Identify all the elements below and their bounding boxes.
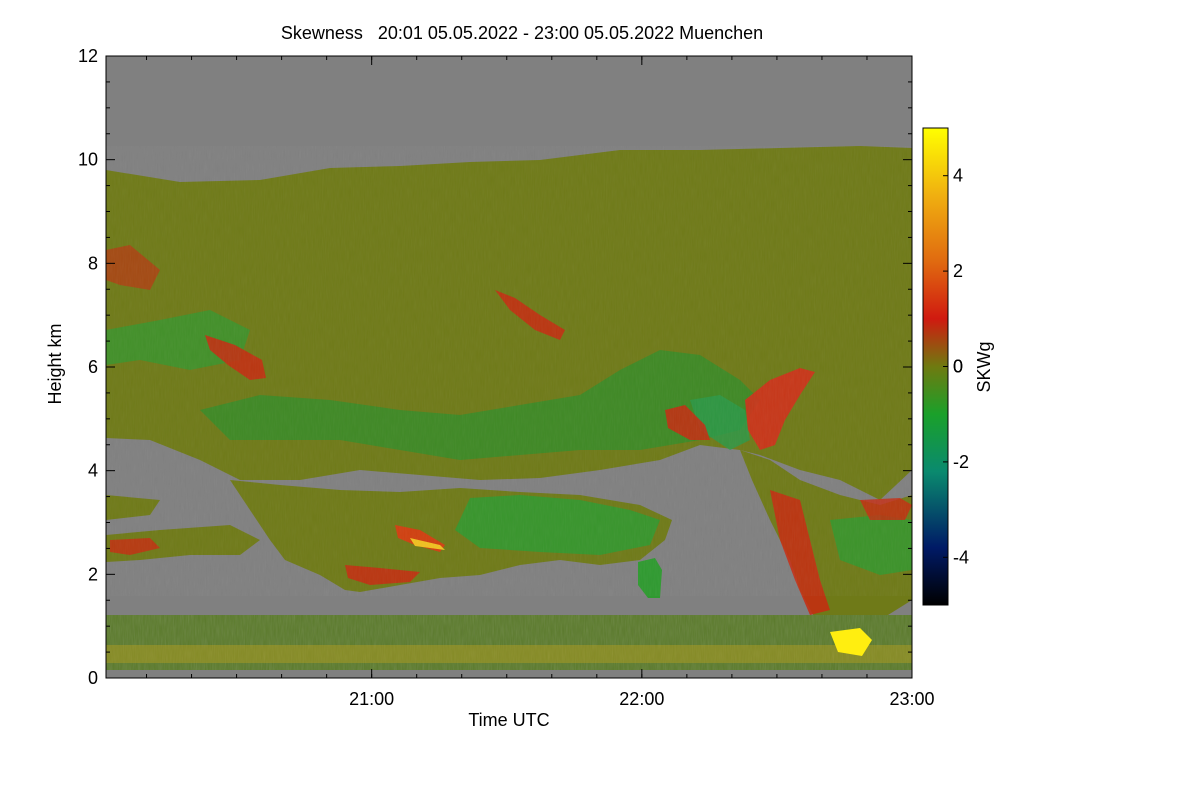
colorbar-tick-label: -4 xyxy=(953,547,969,567)
y-tick-label: 0 xyxy=(88,668,98,688)
boundary-layer-noise xyxy=(106,645,912,663)
colorbar xyxy=(922,127,949,606)
colorbar-tick-label: 0 xyxy=(953,357,963,377)
x-tick-label: 21:00 xyxy=(349,689,394,709)
y-tick-label: 4 xyxy=(88,461,98,481)
y-tick-label: 6 xyxy=(88,357,98,377)
chart-title: Skewness 20:01 05.05.2022 - 23:00 05.05.… xyxy=(281,23,763,43)
colorbar-tick-label: 2 xyxy=(953,261,963,281)
texture-overlay xyxy=(106,146,912,596)
y-tick-label: 8 xyxy=(88,253,98,273)
y-axis: 0 2 4 6 8 10 12 xyxy=(78,46,912,688)
y-tick-label: 12 xyxy=(78,46,98,66)
x-tick-label: 22:00 xyxy=(619,689,664,709)
colorbar-tick-label: -2 xyxy=(953,452,969,472)
x-axis-label: Time UTC xyxy=(468,710,549,730)
colorbar-tick-label: 4 xyxy=(953,166,963,186)
x-tick-label: 23:00 xyxy=(889,689,934,709)
boundary-layer-noise xyxy=(106,615,912,670)
y-axis-label: Height km xyxy=(45,323,65,404)
y-tick-label: 10 xyxy=(78,150,98,170)
heatmap-field xyxy=(106,146,912,670)
colorbar-tick-label: 0 xyxy=(953,357,963,377)
x-axis: 21:00 22:00 23:00 xyxy=(146,56,935,709)
y-tick-label: 2 xyxy=(88,564,98,584)
colorbar-label: SKWg xyxy=(974,341,994,392)
high-skew-streak xyxy=(830,628,872,656)
